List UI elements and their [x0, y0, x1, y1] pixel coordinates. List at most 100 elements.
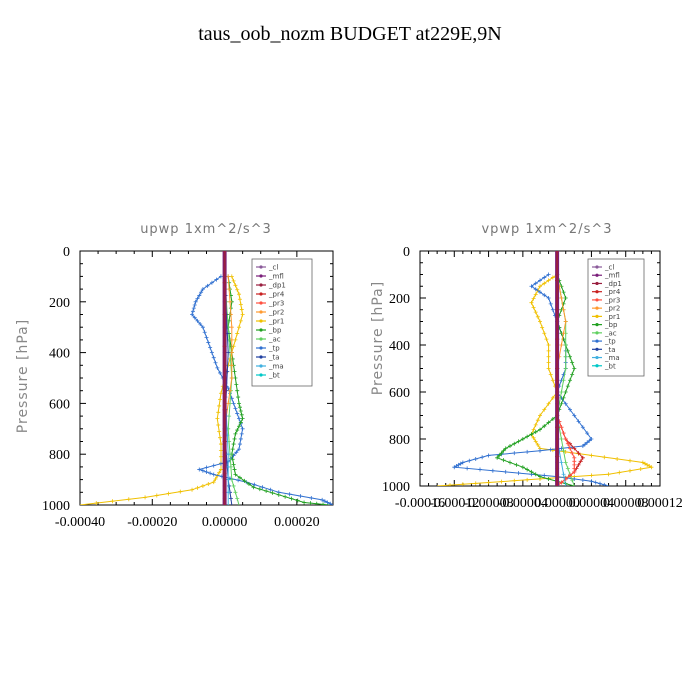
series-point-vpwp-pr1	[548, 372, 553, 377]
series-point-vpwp-pr1	[531, 435, 536, 440]
series-point-vpwp-tp	[529, 284, 534, 289]
series-point-vpwp-dp1	[555, 425, 560, 430]
series-point-vpwp-pr1	[546, 360, 551, 365]
series-point-vpwp-ac	[565, 466, 570, 471]
series-point-upwp-ma	[226, 490, 231, 495]
series-point-upwp-tp	[320, 497, 325, 502]
series-point-vpwp-pr3	[572, 459, 577, 464]
series-point-vpwp-tp	[598, 481, 602, 486]
series-point-vpwp-ac	[563, 354, 568, 359]
series-point-upwp-pr2	[229, 376, 234, 380]
series-point-upwp-bp	[232, 369, 237, 374]
legend-marker-upwp-ma	[259, 364, 263, 368]
series-point-upwp-pr1	[216, 410, 221, 415]
series-point-vpwp-bp	[495, 455, 500, 460]
series-point-upwp-bp	[283, 494, 288, 499]
legend-label-vpwp-bt: _bt	[604, 362, 616, 370]
panel-title-vpwp: vpwp 1xm^2/s^3	[481, 222, 612, 237]
series-point-vpwp-tp	[546, 296, 551, 300]
series-point-vpwp-bp	[508, 444, 512, 449]
series-point-vpwp-pr3	[572, 466, 577, 471]
legend-marker-vpwp-pr4	[595, 290, 599, 294]
series-point-vpwp-tp	[538, 448, 542, 453]
series-point-vpwp-tp	[583, 442, 587, 447]
series-point-vpwp-pr1	[546, 401, 551, 406]
y-axis-label-upwp: Pressure [hPa]	[15, 319, 31, 433]
series-point-upwp-pr1	[126, 497, 131, 502]
plot-area-upwp: 0 200 400 600 800 1000-0.00040 -0.00020 0.00000…	[42, 245, 334, 530]
series-point-upwp-tp	[195, 296, 200, 301]
series-point-upwp-bp	[251, 485, 256, 490]
series-point-upwp-bp	[242, 478, 247, 483]
series-point-vpwp-pr1	[533, 439, 538, 444]
series-point-upwp-ta	[226, 350, 231, 355]
figure-title: taus_oob_nozm BUDGET at229E,9N	[198, 23, 502, 45]
series-point-upwp-tp	[190, 309, 195, 314]
series-point-upwp-tp	[192, 315, 197, 320]
series-point-upwp-tp	[234, 450, 239, 455]
legend-label-vpwp-bp: _bp	[604, 321, 618, 329]
series-point-vpwp-bp	[546, 420, 551, 425]
series-point-upwp-pr1	[218, 448, 223, 453]
legend-marker-vpwp-ma	[595, 355, 599, 360]
legend-label-vpwp-mfl: _mfl	[604, 272, 620, 280]
legend-label-upwp-cl: _cl	[268, 264, 278, 272]
legend-marker-upwp-bp	[259, 328, 263, 332]
x-tick-label-vpwp-000004: 0.00004	[569, 496, 615, 511]
series-point-vpwp-tp	[486, 453, 491, 458]
series-point-upwp-bp	[230, 447, 235, 452]
series-point-upwp-bp	[232, 436, 237, 441]
series-point-vpwp-pr1	[589, 453, 594, 458]
series-point-upwp-tp	[237, 442, 242, 447]
series-point-upwp-bp	[295, 498, 300, 503]
legend-marker-upwp-cl	[259, 265, 263, 269]
series-point-upwp-pr1	[231, 278, 236, 283]
series-point-vpwp-bp	[572, 366, 577, 371]
series-point-vpwp-bp	[516, 439, 521, 444]
series-point-vpwp-bp	[499, 451, 504, 456]
y-tick-label-vpwp-600: 600	[389, 386, 410, 401]
series-point-upwp-tp	[200, 325, 205, 330]
legend-marker-vpwp-cl	[595, 265, 599, 269]
series-point-vpwp-pr3	[572, 469, 577, 474]
series-point-upwp-dp1	[222, 376, 227, 380]
series-point-upwp-bp	[233, 472, 238, 477]
series-point-vpwp-tp	[458, 461, 463, 466]
series-point-vpwp-ma	[561, 472, 566, 477]
series-point-vpwp-tp	[548, 301, 553, 306]
series-point-vpwp-tp	[580, 478, 585, 483]
series-point-vpwp-pr1	[533, 310, 538, 315]
series-point-vpwp-bp	[538, 474, 542, 479]
series-point-upwp-pr2	[227, 299, 232, 304]
plot-area-vpwp: 02004006008001000-0.00016-0.00012-0.0000…	[382, 245, 683, 511]
series-point-vpwp-pr1	[645, 462, 650, 467]
legend-label-upwp-bp: _bp	[268, 327, 282, 335]
series-point-upwp-tp	[309, 496, 314, 501]
series-point-vpwp-tp	[538, 278, 542, 283]
series-point-upwp-bp	[231, 462, 236, 467]
legend-label-vpwp-ma: _ma	[604, 354, 620, 362]
series-point-upwp-bp	[233, 431, 238, 436]
series-point-upwp-tp	[195, 318, 200, 323]
series-point-vpwp-ac	[561, 378, 566, 383]
series-point-upwp-bp	[238, 420, 243, 425]
series-point-upwp-bp	[276, 492, 281, 497]
series-point-vpwp-tp	[546, 272, 551, 277]
legend-label-vpwp-pr3: _pr3	[604, 296, 620, 304]
series-point-vpwp-pr1	[486, 480, 491, 485]
y-tick-label-vpwp-800: 800	[389, 433, 410, 448]
series-point-upwp-pr1	[240, 312, 245, 317]
series-point-upwp-pr2	[227, 287, 232, 292]
series-point-upwp-pr1	[213, 476, 218, 481]
series-point-upwp-pr1	[94, 501, 99, 505]
series-point-vpwp-tp	[580, 425, 585, 430]
legend-label-upwp-tp: _tp	[268, 345, 280, 353]
series-point-vpwp-tp	[548, 447, 553, 452]
series-point-upwp-pr1	[237, 325, 242, 330]
series-point-vpwp-pr4	[580, 455, 585, 460]
legend-label-upwp-ta: _ta	[268, 354, 280, 362]
series-point-vpwp-bp	[514, 462, 519, 467]
series-point-vpwp-pr1	[606, 472, 611, 477]
